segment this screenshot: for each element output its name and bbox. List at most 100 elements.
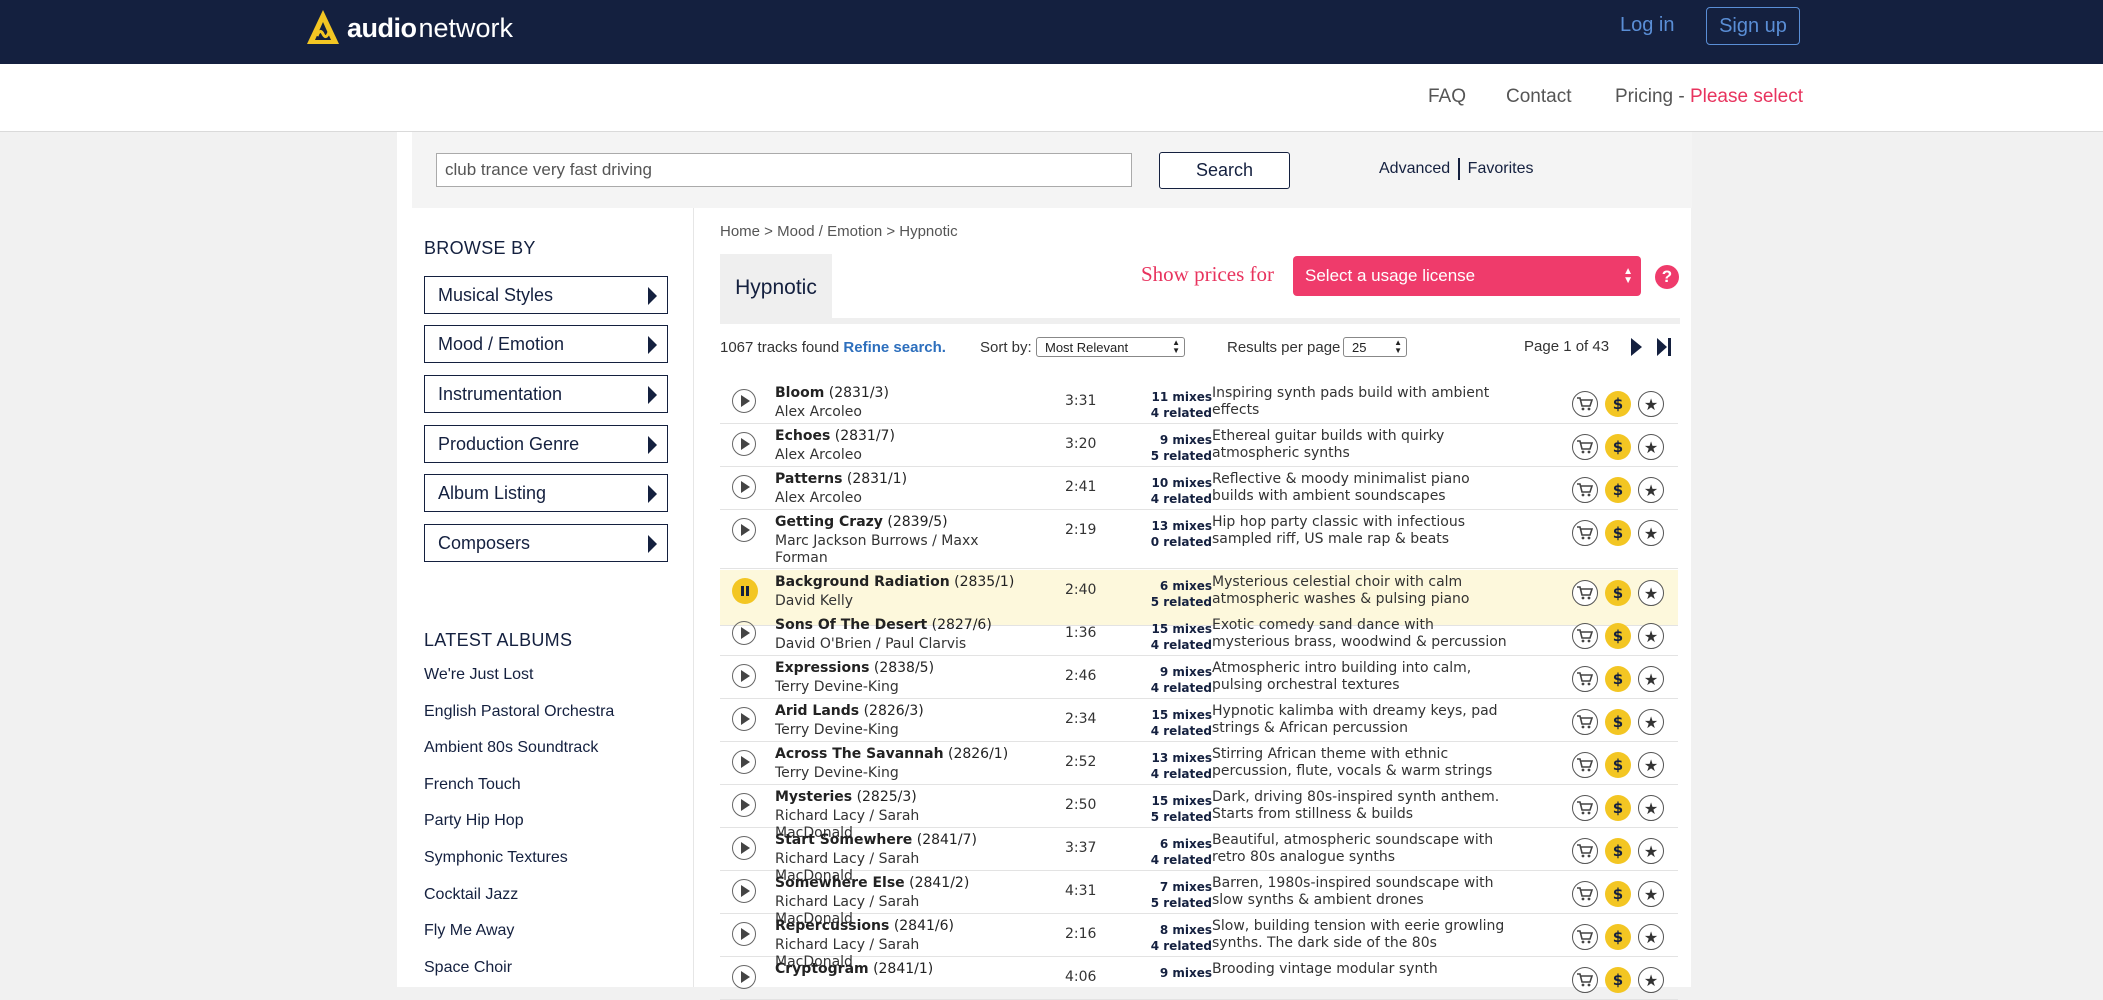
play-icon[interactable] (732, 922, 756, 946)
cart-icon[interactable] (1572, 477, 1598, 503)
track-row[interactable]: Sons Of The Desert (2827/6) David O'Brien… (720, 613, 1678, 656)
dollar-icon[interactable]: $ (1605, 709, 1631, 735)
faq-link[interactable]: FAQ (1428, 86, 1467, 107)
album-link[interactable]: Fly Me Away (424, 922, 515, 939)
track-mixes[interactable]: 6 mixes 4 related (1132, 836, 1212, 868)
track-title[interactable]: Expressions (2838/5) (775, 660, 934, 676)
cart-icon[interactable] (1572, 752, 1598, 778)
track-mixes[interactable]: 13 mixes 4 related (1132, 750, 1212, 782)
track-row[interactable]: Cryptogram (2841/1) 4:06 9 mixes Brooding v… (720, 957, 1678, 1000)
album-link[interactable]: We're Just Lost (424, 666, 534, 683)
track-mixes[interactable]: 11 mixes 4 related (1132, 389, 1212, 421)
star-icon[interactable]: ★ (1638, 477, 1664, 503)
play-icon[interactable] (732, 879, 756, 903)
cart-icon[interactable] (1572, 967, 1598, 993)
play-icon[interactable] (732, 750, 756, 774)
track-row[interactable]: Start Somewhere (2841/7) Richard Lacy / S… (720, 828, 1678, 884)
last-page-icon[interactable] (1657, 338, 1671, 356)
star-icon[interactable]: ★ (1638, 434, 1664, 460)
cart-icon[interactable] (1572, 434, 1598, 460)
cart-icon[interactable] (1572, 520, 1598, 546)
search-button[interactable]: Search (1159, 152, 1290, 189)
track-artist[interactable]: Alex Arcoleo (775, 447, 862, 463)
star-icon[interactable]: ★ (1638, 666, 1664, 692)
track-title[interactable]: Mysteries (2825/3) (775, 789, 917, 805)
track-artist[interactable]: Richard Lacy / Sarah MacDonald (775, 851, 920, 884)
star-icon[interactable]: ★ (1638, 623, 1664, 649)
dollar-icon[interactable]: $ (1605, 477, 1631, 503)
track-mixes[interactable]: 15 mixes 4 related (1132, 621, 1212, 653)
track-artist[interactable]: Alex Arcoleo (775, 404, 862, 420)
track-title[interactable]: Across The Savannah (2826/1) (775, 746, 1008, 762)
track-artist[interactable]: David O'Brien / Paul Clarvis (775, 636, 967, 652)
track-row[interactable]: Background Radiation (2835/1) David Kelly… (720, 570, 1678, 626)
track-row[interactable]: Arid Lands (2826/3) Terry Devine-King 2:34… (720, 699, 1678, 742)
album-link[interactable]: French Touch (424, 776, 521, 793)
browse-mood-emotion[interactable]: Mood / Emotion (424, 325, 668, 363)
sort-select[interactable]: Most Relevant ▲ ▼ (1036, 337, 1185, 357)
track-row[interactable]: Bloom (2831/3) Alex Arcoleo 3:31 11 mixes 4 … (720, 381, 1678, 424)
star-icon[interactable]: ★ (1638, 924, 1664, 950)
play-icon[interactable] (732, 707, 756, 731)
album-link[interactable]: Cocktail Jazz (424, 886, 519, 903)
track-title[interactable]: Patterns (2831/1) (775, 471, 907, 487)
play-icon[interactable] (732, 793, 756, 817)
browse-production-genre[interactable]: Production Genre (424, 425, 668, 463)
track-title[interactable]: Somewhere Else (2841/2) (775, 875, 969, 891)
track-artist[interactable]: Richard Lacy / Sarah MacDonald (775, 894, 920, 927)
cart-icon[interactable] (1572, 623, 1598, 649)
track-title[interactable]: Sons Of The Desert (2827/6) (775, 617, 992, 633)
play-icon[interactable] (732, 432, 756, 456)
play-icon[interactable] (732, 965, 756, 989)
track-artist[interactable]: Terry Devine-King (775, 722, 899, 738)
browse-composers[interactable]: Composers (424, 524, 668, 562)
track-title[interactable]: Background Radiation (2835/1) (775, 574, 1014, 590)
play-icon[interactable] (732, 389, 756, 413)
track-artist[interactable]: Marc Jackson Burrows / Maxx Forman (775, 533, 979, 566)
browse-musical-styles[interactable]: Musical Styles (424, 276, 668, 314)
contact-link[interactable]: Contact (1506, 86, 1572, 107)
album-link[interactable]: English Pastoral Orchestra (424, 703, 615, 720)
cart-icon[interactable] (1572, 666, 1598, 692)
pricing-link[interactable]: Pricing - Please select (1615, 86, 1803, 108)
track-title[interactable]: Repercussions (2841/6) (775, 918, 954, 934)
track-artist[interactable]: David Kelly (775, 593, 854, 609)
track-artist[interactable]: Richard Lacy / Sarah MacDonald (775, 937, 920, 970)
track-title[interactable]: Getting Crazy (2839/5) (775, 514, 948, 530)
track-mixes[interactable]: 15 mixes 5 related (1132, 793, 1212, 825)
results-per-page-select[interactable]: 25 ▲ ▼ (1343, 337, 1407, 357)
track-row[interactable]: Echoes (2831/7) Alex Arcoleo 3:20 9 mixes 5 … (720, 424, 1678, 467)
cart-icon[interactable] (1572, 881, 1598, 907)
dollar-icon[interactable]: $ (1605, 391, 1631, 417)
refine-search-link[interactable]: Refine search. (843, 339, 946, 356)
star-icon[interactable]: ★ (1638, 838, 1664, 864)
star-icon[interactable]: ★ (1638, 967, 1664, 993)
tab-hypnotic[interactable]: Hypnotic (720, 254, 832, 321)
star-icon[interactable]: ★ (1638, 580, 1664, 606)
track-row[interactable]: Across The Savannah (2826/1) Terry Devine… (720, 742, 1678, 785)
search-input[interactable] (436, 153, 1132, 187)
logo[interactable]: audio network (305, 8, 513, 48)
track-mixes[interactable]: 9 mixes 4 related (1132, 664, 1212, 696)
dollar-icon[interactable]: $ (1605, 924, 1631, 950)
track-artist[interactable]: Terry Devine-King (775, 765, 899, 781)
browse-instrumentation[interactable]: Instrumentation (424, 375, 668, 413)
track-artist[interactable]: Alex Arcoleo (775, 490, 862, 506)
play-icon[interactable] (732, 664, 756, 688)
track-row[interactable]: Patterns (2831/1) Alex Arcoleo 2:41 10 mixe… (720, 467, 1678, 510)
track-title[interactable]: Cryptogram (2841/1) (775, 961, 933, 977)
cart-icon[interactable] (1572, 795, 1598, 821)
star-icon[interactable]: ★ (1638, 752, 1664, 778)
pause-icon[interactable] (732, 578, 758, 604)
track-mixes[interactable]: 7 mixes 5 related (1132, 879, 1212, 911)
track-artist[interactable]: Terry Devine-King (775, 679, 899, 695)
dollar-icon[interactable]: $ (1605, 838, 1631, 864)
play-icon[interactable] (732, 475, 756, 499)
play-icon[interactable] (732, 621, 756, 645)
track-mixes[interactable]: 9 mixes (1132, 965, 1212, 981)
track-mixes[interactable]: 9 mixes 5 related (1132, 432, 1212, 464)
play-icon[interactable] (732, 518, 756, 542)
star-icon[interactable]: ★ (1638, 391, 1664, 417)
dollar-icon[interactable]: $ (1605, 795, 1631, 821)
usage-license-select[interactable]: Select a usage license ▲ ▼ (1293, 256, 1641, 296)
